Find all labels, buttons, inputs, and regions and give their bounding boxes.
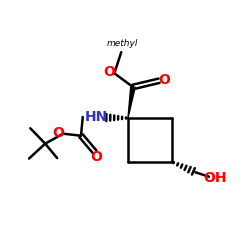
Text: O: O [103, 65, 115, 79]
Text: O: O [52, 126, 64, 140]
Text: OH: OH [203, 171, 227, 185]
Polygon shape [128, 86, 135, 118]
Text: O: O [158, 73, 170, 87]
Text: methyl: methyl [107, 39, 138, 48]
Text: HN: HN [85, 110, 108, 124]
Text: O: O [90, 150, 102, 164]
